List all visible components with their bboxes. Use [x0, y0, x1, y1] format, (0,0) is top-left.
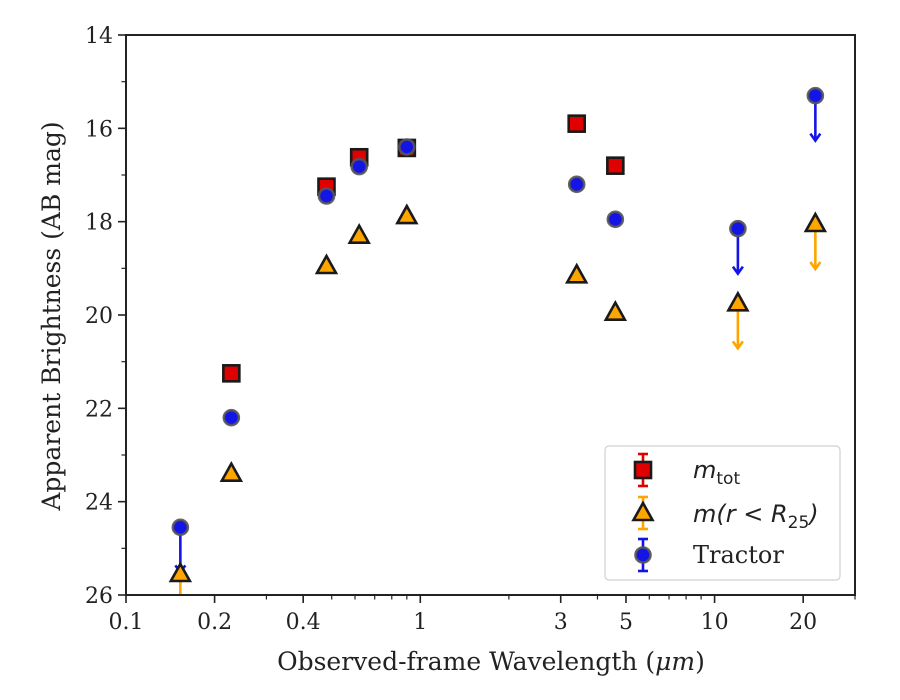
data-marks [168, 86, 828, 619]
series-mtot [222, 114, 625, 383]
point-mr25 [219, 461, 244, 482]
point-mr25 [347, 223, 371, 244]
point-tractor [606, 210, 625, 229]
x-tick-label: 0.1 [109, 610, 144, 635]
point-mr25 [395, 203, 419, 225]
x-axis-label: Observed-frame Wavelength (μm) [277, 647, 705, 676]
legend-mr25-main: m(r < R [693, 500, 788, 528]
point-tractor [171, 518, 190, 537]
x-axis-label-unit: μm [655, 647, 695, 676]
x-tick-label: 20 [789, 610, 817, 635]
legend-marker-mtot [633, 460, 653, 480]
point-tractor [317, 187, 336, 205]
x-tick-label: 5 [619, 610, 633, 635]
point-mr25 [726, 290, 750, 312]
upper-limit-head [809, 261, 822, 272]
y-tick-label: 26 [85, 584, 113, 609]
point-mtot [606, 156, 625, 175]
axis-ticks: 0.1 0.2 0.4 1 3 5 10 20 14 16 18 20 22 24 26 [85, 24, 856, 635]
y-tick-label: 24 [85, 491, 113, 516]
point-tractor [567, 175, 586, 194]
point-mtot [567, 114, 587, 133]
y-tick-label: 20 [85, 304, 113, 329]
point-tractor [350, 157, 368, 176]
point-tractor [806, 86, 825, 105]
point-tractor [398, 138, 416, 156]
legend-label-tractor: Tractor [693, 541, 784, 569]
y-tick-label: 18 [85, 211, 113, 236]
upper-limit-head [731, 265, 744, 276]
legend-mr25-tail: ) [807, 500, 818, 528]
legend-label-mtot: mtot [693, 456, 740, 489]
y-tick-label: 14 [85, 24, 113, 49]
series-mr25 [168, 203, 828, 583]
x-tick-label: 3 [554, 610, 568, 635]
x-axis-label-suffix: ) [695, 647, 705, 676]
upper-limit-head [809, 132, 822, 143]
legend: mtot m(r < R25) Tractor [604, 445, 841, 581]
point-tractor [222, 408, 241, 427]
point-mr25 [564, 262, 589, 284]
series-tractor [171, 86, 825, 537]
legend-markers [631, 452, 655, 573]
point-mr25 [803, 211, 828, 233]
point-mtot [222, 364, 241, 383]
x-tick-label: 10 [701, 610, 729, 635]
legend-mtot-sub: tot [716, 469, 740, 489]
legend-box [604, 445, 841, 581]
legend-marker-tractor [634, 546, 652, 564]
x-tick-label: 0.2 [197, 610, 232, 635]
point-mr25 [168, 561, 193, 583]
legend-mtot-main: m [693, 456, 716, 484]
legend-label-mr25: m(r < R25) [693, 500, 819, 533]
upper-limit-head [175, 612, 185, 619]
x-axis-label-prefix: Observed-frame Wavelength ( [277, 647, 655, 676]
y-tick-label: 16 [85, 117, 113, 142]
point-mr25 [603, 300, 628, 321]
upper-limit-head [731, 340, 744, 351]
x-tick-label: 1 [413, 610, 427, 635]
point-tractor [729, 219, 747, 238]
legend-mr25-sub: 25 [788, 513, 810, 533]
y-tick-label: 22 [85, 397, 113, 422]
legend-marker-mr25 [631, 500, 655, 522]
x-tick-label: 0.4 [286, 610, 321, 635]
point-mr25 [314, 253, 339, 275]
y-axis-label: Apparent Brightness (AB mag) [37, 121, 66, 511]
